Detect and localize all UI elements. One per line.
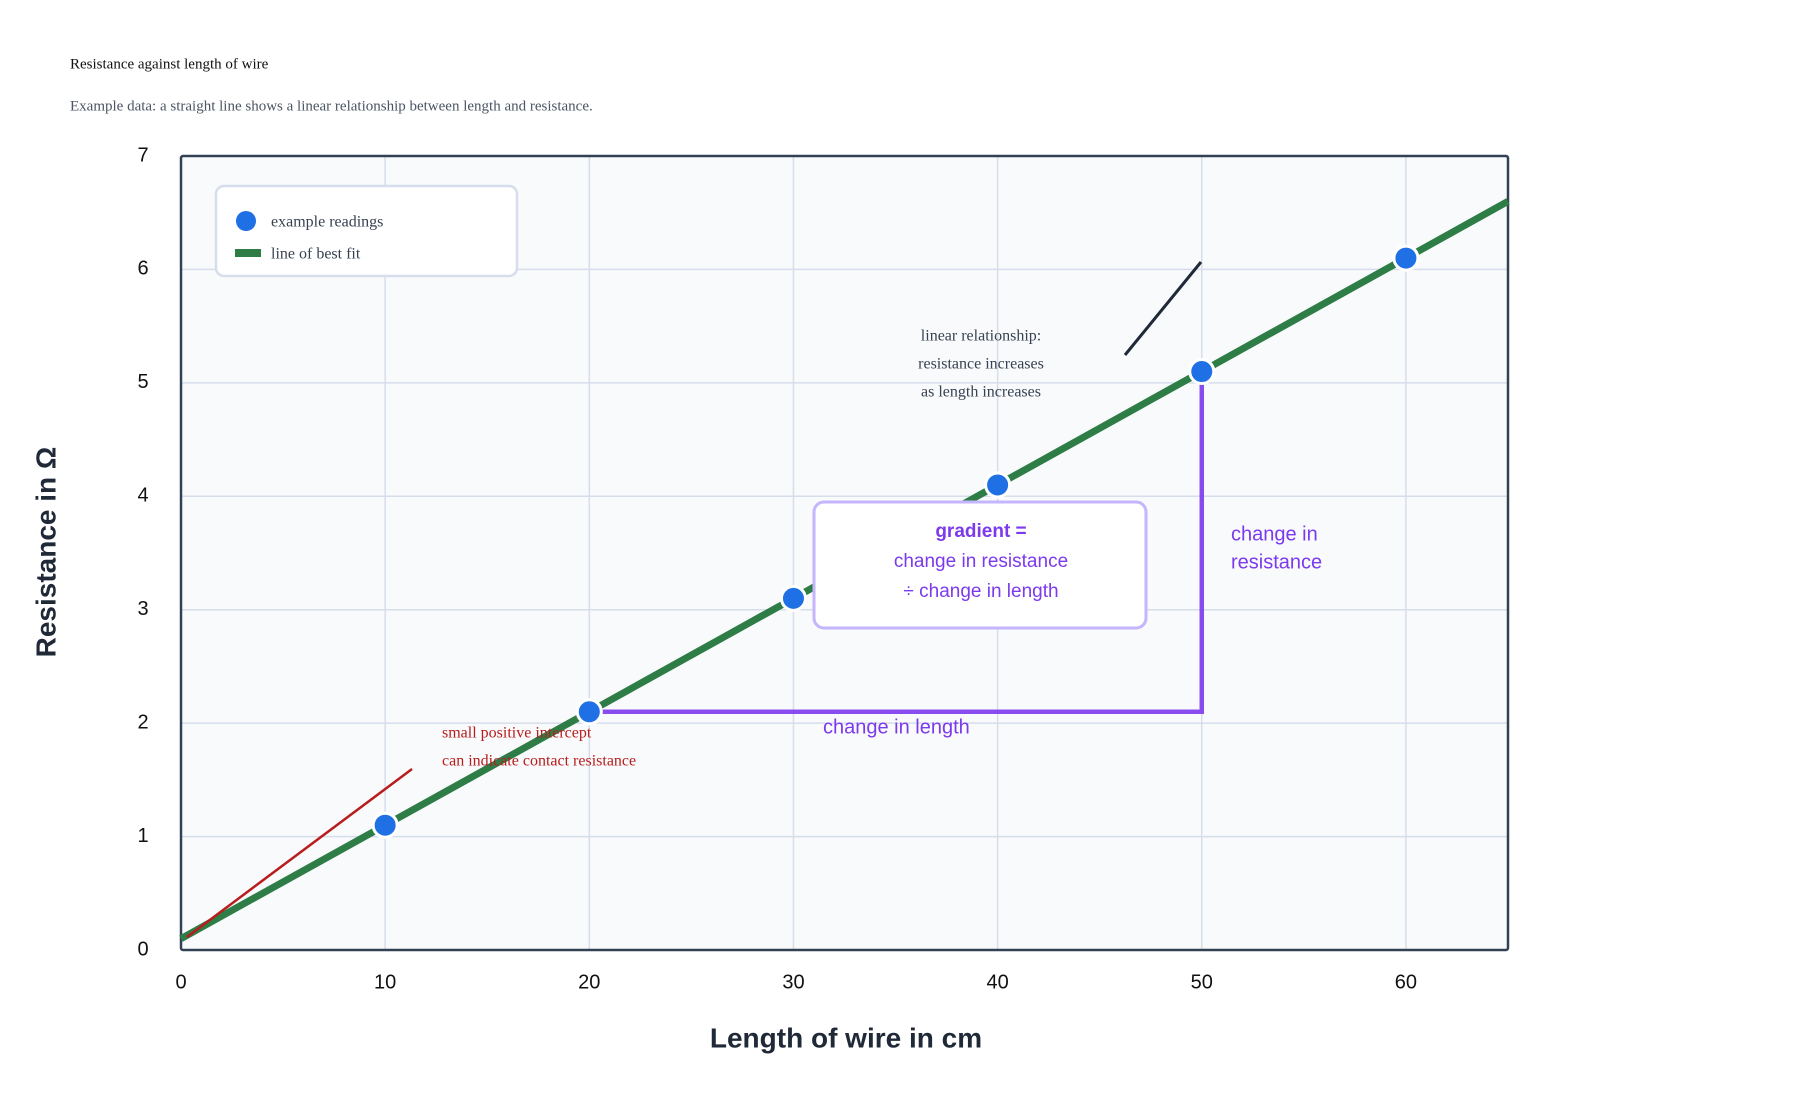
y-tick-label: 1	[137, 825, 148, 847]
data-point	[575, 698, 603, 726]
x-tick-label: 30	[782, 971, 804, 993]
annotation-text: small positive intercept	[442, 725, 592, 742]
plot-border	[179, 154, 1510, 952]
y-tick-label: 0	[137, 938, 148, 960]
y-axis-label: Resistance in Ω	[30, 447, 61, 658]
chart-title: Resistance against length of wire	[70, 56, 269, 72]
gradient-triangle	[589, 371, 1205, 715]
annotation-arrow	[186, 767, 413, 939]
x-tick-label: 40	[986, 971, 1008, 993]
x-tick-label: 50	[1191, 971, 1213, 993]
chart-subtitle: Example data: a straight line shows a li…	[70, 98, 593, 114]
legend-marker	[236, 211, 256, 231]
annotation-text: can indicate contact resistance	[442, 753, 636, 770]
annotation-arrow	[1123, 261, 1203, 356]
x-axis-label: Length of wire in cm	[710, 1022, 982, 1053]
gradient-text: ÷ change in length	[903, 581, 1058, 602]
annotation-text: linear relationship:	[921, 328, 1041, 345]
y-tick-label: 7	[137, 144, 148, 166]
data-point	[1188, 358, 1216, 386]
y-tick-label: 3	[137, 598, 148, 620]
legend-box	[214, 184, 519, 278]
run-label: change in length	[823, 716, 970, 738]
gradient-text: change in resistance	[894, 551, 1068, 572]
legend-label: example readings	[271, 214, 383, 231]
y-tick-label: 6	[137, 258, 148, 280]
legend-label: line of best fit	[271, 246, 361, 263]
data-point	[984, 471, 1012, 499]
x-tick-label: 20	[578, 971, 600, 993]
data-point	[779, 584, 807, 612]
x-tick-label: 0	[175, 971, 186, 993]
x-tick-label: 60	[1395, 971, 1417, 993]
x-tick-label: 10	[374, 971, 396, 993]
y-tick-label: 4	[137, 485, 148, 507]
annotation-text: resistance increases	[918, 356, 1044, 373]
y-tick-label: 2	[137, 711, 148, 733]
annotation-text: as length increases	[921, 384, 1041, 401]
gradient-box	[812, 500, 1148, 630]
y-tick-label: 5	[137, 371, 148, 393]
legend-marker	[235, 249, 261, 257]
rise-label: resistance	[1231, 551, 1322, 573]
rise-label: change in	[1231, 523, 1318, 545]
data-point	[371, 811, 399, 839]
gradient-text: gradient =	[935, 521, 1026, 542]
data-point	[1392, 244, 1420, 272]
